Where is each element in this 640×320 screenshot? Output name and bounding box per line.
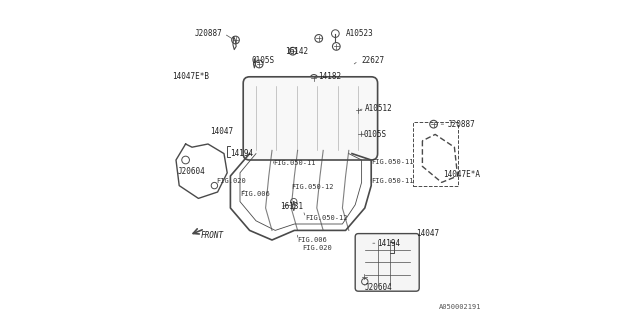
Text: A050002191: A050002191 [438,304,481,310]
Text: FIG.050-11: FIG.050-11 [371,159,413,164]
Text: J20604: J20604 [365,284,392,292]
Text: 0105S: 0105S [251,56,275,65]
Text: 14047: 14047 [416,229,439,238]
Text: 14194: 14194 [230,149,253,158]
Text: FIG.050-12: FIG.050-12 [306,215,348,220]
Text: 14047E*B: 14047E*B [173,72,210,81]
Text: FRONT: FRONT [201,231,224,240]
Text: FIG.050-12: FIG.050-12 [291,184,333,190]
Text: FIG.006: FIG.006 [298,237,327,243]
FancyBboxPatch shape [355,234,419,291]
Text: J20604: J20604 [178,167,205,176]
Text: 16131: 16131 [280,202,303,211]
Text: 0105S: 0105S [364,130,387,139]
Text: 14194: 14194 [378,239,401,248]
Text: FIG.050-11: FIG.050-11 [371,178,413,184]
Text: J20887: J20887 [195,29,223,38]
FancyBboxPatch shape [243,77,378,160]
Text: FIG.020: FIG.020 [216,178,246,184]
Text: A10512: A10512 [365,104,392,113]
Text: J20887: J20887 [448,120,476,129]
Text: 14047: 14047 [211,127,234,136]
Text: 14182: 14182 [319,72,342,81]
Text: 14047E*A: 14047E*A [443,170,480,179]
Text: 16142: 16142 [285,47,308,56]
Text: A10523: A10523 [346,29,373,38]
Text: FIG.006: FIG.006 [240,191,269,196]
Text: FIG.050-11: FIG.050-11 [274,160,316,166]
Text: FIG.020: FIG.020 [302,245,332,251]
Text: 22627: 22627 [362,56,385,65]
